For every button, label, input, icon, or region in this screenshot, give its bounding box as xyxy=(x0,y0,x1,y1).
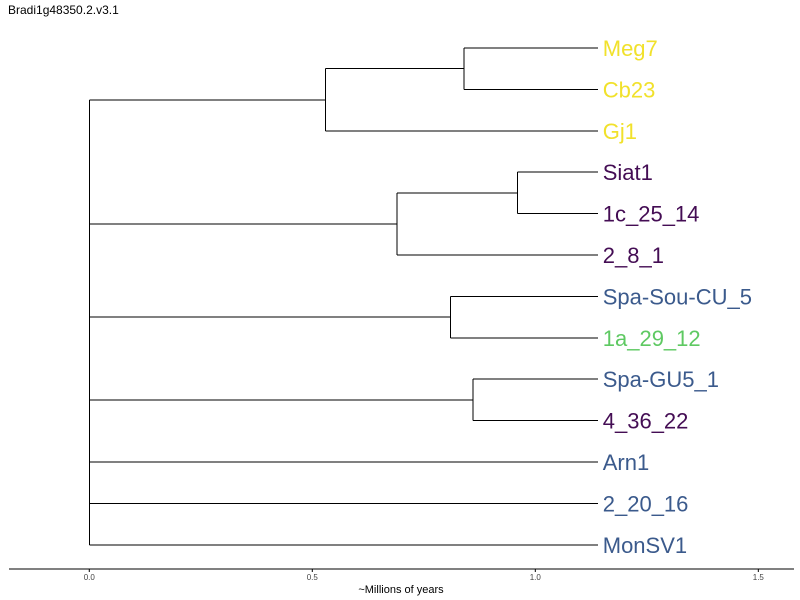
axis-tick-label: 0.5 xyxy=(307,573,319,582)
leaf-label: MonSV1 xyxy=(603,533,687,558)
axis-tick-label: 1.5 xyxy=(753,573,765,582)
leaf-labels: Meg7 Cb23 Gj1 Siat1 1c_25_14 2_8_1 Spa-Sou-CU_… xyxy=(603,36,752,558)
leaf-label: 2_20_16 xyxy=(603,491,689,516)
leaf-label: 4_36_22 xyxy=(603,409,689,434)
leaf-label: 1c_25_14 xyxy=(603,202,700,227)
leaf-label: Spa-GU5_1 xyxy=(603,367,719,392)
tree-branches xyxy=(88,47,598,546)
leaf-label: Gj1 xyxy=(603,119,637,144)
leaf-label: 1a_29_12 xyxy=(603,326,701,351)
leaf-label: Siat1 xyxy=(603,160,653,185)
leaf-label: 2_8_1 xyxy=(603,243,664,268)
leaf-label: Arn1 xyxy=(603,450,649,475)
axis-title: ~Millions of years xyxy=(358,584,444,596)
axis-tick-label: 0.0 xyxy=(84,573,96,582)
page-title: Bradi1g48350.2.v3.1 xyxy=(8,3,119,17)
time-axis: ~Millions of years 0.0 0.5 1.0 1.5 xyxy=(9,568,794,596)
axis-tick-label: 1.0 xyxy=(530,573,542,582)
leaf-label: Meg7 xyxy=(603,36,658,61)
leaf-label: Cb23 xyxy=(603,77,656,102)
leaf-label: Spa-Sou-CU_5 xyxy=(603,284,752,309)
